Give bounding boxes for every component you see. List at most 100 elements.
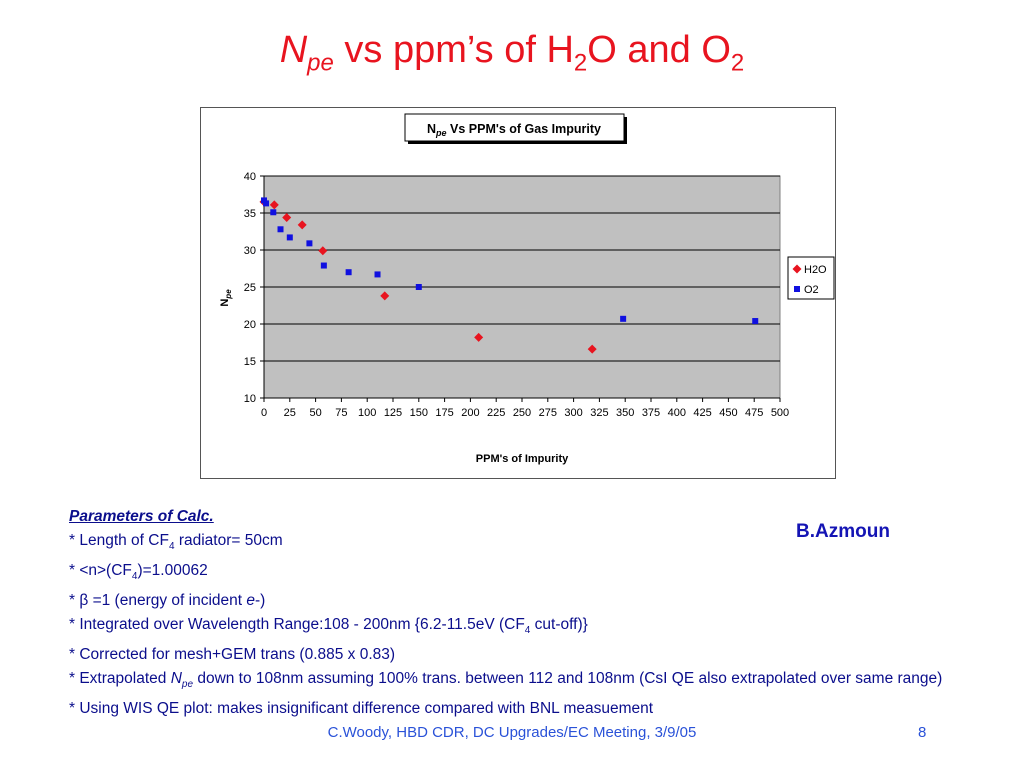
title-sub-pe: pe — [307, 49, 334, 77]
data-point-h2o — [297, 220, 307, 230]
param-1a: * Length of CF — [69, 532, 169, 549]
x-tick-label: 0 — [261, 407, 267, 419]
y-tick-label: 20 — [244, 319, 256, 331]
param-2sub: 4 — [131, 571, 138, 583]
legend: H2O O2 — [792, 264, 827, 296]
x-tick-label: 125 — [384, 407, 402, 419]
data-point-h2o — [587, 344, 597, 354]
legend-label-h2o: H2O — [804, 264, 827, 276]
data-point-o2 — [415, 284, 422, 290]
y-tick-label: 25 — [244, 282, 256, 294]
scatter-chart: Npe Vs PPM's of Gas Impurity 0 25 50 75 100 1… — [219, 113, 835, 465]
parameters-heading: Parameters of Calc. — [69, 508, 214, 525]
data-points — [259, 197, 759, 354]
data-point-o2 — [345, 269, 352, 276]
param-4sub: 4 — [524, 625, 531, 637]
y-axis-label-sub: pe — [224, 289, 233, 300]
x-tick-label: 200 — [461, 407, 479, 419]
param-6a: * Extrapolated — [69, 670, 171, 688]
data-point-o2 — [320, 262, 327, 269]
data-point-h2o — [380, 291, 390, 301]
param-line-3: * β =1 (energy of incident e-) — [69, 589, 942, 613]
y-tick-label: 40 — [244, 171, 256, 183]
param-6n: N — [170, 670, 182, 688]
legend-marker-o2 — [794, 286, 800, 292]
y-axis-ticks: 10 15 20 25 30 35 40 — [244, 171, 264, 405]
data-point-o2 — [263, 200, 270, 207]
param-3c: -) — [255, 592, 266, 610]
x-tick-label: 25 — [284, 407, 296, 419]
param-3e: e — [246, 592, 256, 610]
param-2a: * <n>(CF — [69, 562, 132, 580]
x-tick-label: 100 — [358, 407, 376, 419]
param-4a: * Integrated over Wavelength Range:108 -… — [69, 616, 525, 634]
param-6sub: pe — [181, 679, 194, 691]
beta-symbol: β — [79, 592, 89, 610]
param-2b: )=1.00062 — [137, 562, 208, 580]
title-sub-2a: 2 — [573, 49, 588, 77]
data-point-h2o — [474, 332, 484, 342]
x-tick-label: 300 — [564, 407, 582, 419]
param-6b: down to 108nm assuming 100% trans. betwe… — [193, 670, 943, 688]
chart-title-n: N — [427, 122, 436, 136]
data-point-o2 — [277, 226, 284, 233]
x-tick-label: 425 — [693, 407, 711, 419]
data-point-h2o — [269, 200, 279, 210]
data-point-o2 — [286, 234, 293, 241]
chart-title: Npe Vs PPM's of Gas Impurity — [427, 122, 601, 138]
legend-label-o2: O2 — [804, 284, 819, 296]
footer-text: C.Woody, HBD CDR, DC Upgrades/EC Meeting… — [327, 724, 697, 741]
y-axis-label: Npe — [219, 289, 233, 307]
y-tick-label: 35 — [244, 208, 256, 220]
param-line-7: * Using WIS QE plot: makes insignificant… — [69, 700, 654, 718]
param-1b: radiator= 50cm — [174, 532, 283, 549]
y-tick-label: 15 — [244, 356, 256, 368]
param-3a: * — [69, 592, 80, 610]
x-tick-label: 400 — [668, 407, 686, 419]
x-tick-label: 75 — [335, 407, 347, 419]
x-tick-label: 475 — [745, 407, 763, 419]
title-text-2: O and O — [587, 29, 731, 71]
param-line-6: * Extrapolated Npe down to 108nm assumin… — [69, 667, 942, 697]
y-axis-label-n: N — [219, 299, 231, 307]
title-text-1: vs ppm’s of H — [333, 29, 574, 71]
param-3b: =1 (energy of incident — [88, 592, 247, 610]
title-n: N — [279, 29, 308, 71]
param-line-4: * Integrated over Wavelength Range:108 -… — [69, 613, 942, 643]
data-point-o2 — [306, 240, 313, 247]
title-sub-2b: 2 — [730, 49, 745, 77]
slide-title: Npe vs ppm’s of H2O and O2 — [0, 28, 1024, 78]
data-point-o2 — [752, 318, 759, 325]
x-tick-label: 50 — [309, 407, 321, 419]
legend-marker-h2o — [792, 264, 802, 274]
chart-title-box — [404, 113, 625, 142]
data-point-o2 — [270, 209, 277, 216]
chart-title-rest: Vs PPM's of Gas Impurity — [447, 122, 601, 136]
param-line-2: * <n>(CF4)=1.00062 — [69, 559, 942, 589]
x-axis-ticks: 0 25 50 75 100 125 150 175 200 225 250 275 300 325 350… — [261, 398, 789, 419]
x-tick-label: 325 — [590, 407, 608, 419]
param-line-5: * Corrected for mesh+GEM trans (0.885 x … — [69, 646, 396, 664]
data-point-h2o — [318, 246, 328, 256]
x-tick-label: 175 — [435, 407, 453, 419]
x-tick-label: 375 — [642, 407, 660, 419]
y-tick-label: 30 — [244, 245, 256, 257]
x-tick-label: 500 — [771, 407, 789, 419]
y-tick-label: 10 — [244, 393, 256, 405]
legend-box — [787, 256, 835, 300]
param-1sub: 4 — [168, 541, 175, 553]
x-tick-label: 275 — [539, 407, 557, 419]
x-tick-label: 225 — [487, 407, 505, 419]
author-name: B.Azmoun — [796, 521, 890, 542]
data-point-o2 — [374, 271, 381, 278]
parameters-block: Parameters of Calc. * Length of CF4 radi… — [69, 505, 942, 721]
x-tick-label: 150 — [410, 407, 428, 419]
param-4b: cut-off)} — [530, 616, 588, 634]
page-number: 8 — [918, 724, 927, 741]
chart-title-sub: pe — [435, 128, 447, 138]
param-line-1: * Length of CF4 radiator= 50cm — [69, 529, 942, 559]
data-point-h2o — [282, 212, 292, 222]
x-tick-label: 450 — [719, 407, 737, 419]
x-tick-label: 350 — [616, 407, 634, 419]
chart-frame: Npe Vs PPM's of Gas Impurity 0 25 50 75 100 1… — [200, 107, 836, 479]
